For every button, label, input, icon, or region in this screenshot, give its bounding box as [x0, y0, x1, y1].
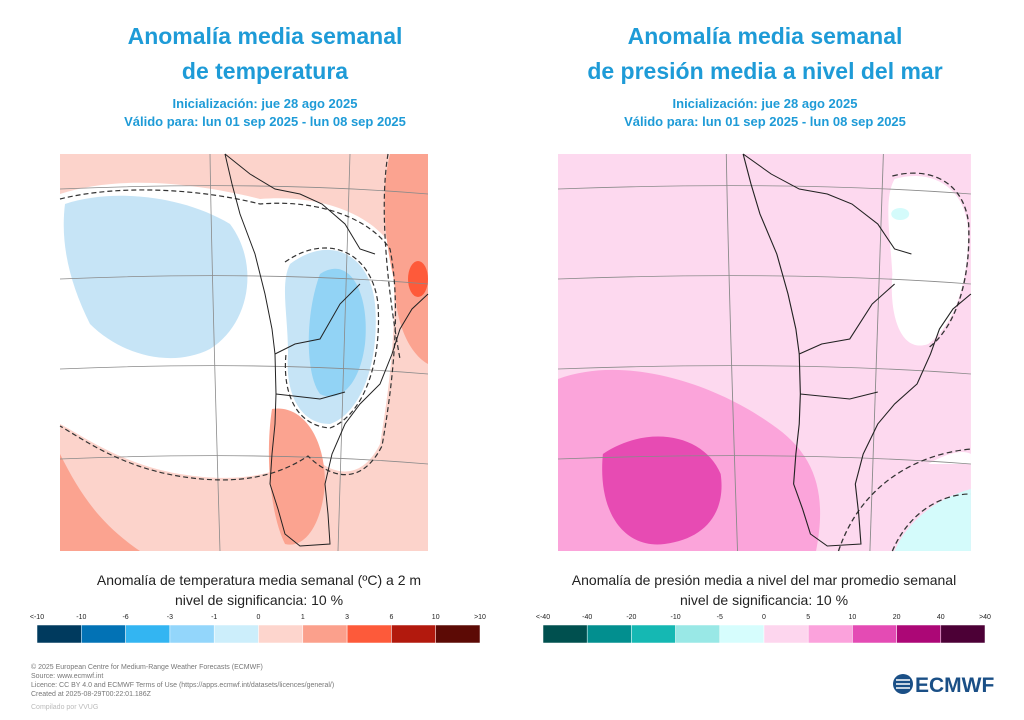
colorbar-swatch [542, 624, 588, 644]
colorbar-swatch [125, 624, 171, 644]
colorbar-swatch [81, 624, 126, 644]
colorbar-swatch [258, 624, 304, 644]
colorbar-label: 10 [849, 614, 857, 621]
valid-period: Válido para: lun 01 sep 2025 - lun 08 se… [124, 114, 406, 129]
colorbar-swatch [36, 624, 82, 644]
colorbar-swatch [346, 624, 392, 644]
colorbar-label: -20 [626, 614, 636, 621]
colorbar-label: -40 [582, 614, 592, 621]
colorbar-label: -5 [717, 614, 723, 621]
initialization: Inicialización: jue 28 ago 2025 [173, 96, 358, 111]
colorbar-label: 5 [806, 614, 810, 621]
colorbar-label: 1 [301, 614, 305, 621]
colorbar-label: <-40 [536, 614, 550, 621]
colorbar-label: >40 [979, 614, 991, 621]
colorbar-swatch [807, 624, 853, 644]
colorbar-swatch [896, 624, 942, 644]
pressure-map [557, 153, 972, 552]
colorbar-swatch [586, 624, 632, 644]
colorbar-swatch [719, 624, 765, 644]
colorbar-swatch [302, 624, 348, 644]
logo-text: ECMWF [915, 674, 994, 697]
footer-line: Licence: CC BY 4.0 and ECMWF Terms of Us… [31, 682, 334, 689]
caption: nivel de significancia: 10 % [175, 592, 343, 608]
panel-title: Anomalía media semanal [128, 23, 403, 49]
colorbar-label: 6 [389, 614, 393, 621]
panel-title: Anomalía media semanal [628, 23, 903, 49]
temperature-map [59, 153, 429, 552]
panel-title: de presión media a nivel del mar [587, 58, 942, 84]
colorbar-swatch [940, 624, 986, 644]
colorbar: <-40 -40 -20 -10 -5 0 5 10 20 40 >40 [536, 614, 991, 644]
colorbar-label: -6 [122, 614, 128, 621]
caption: Anomalía de presión media a nivel del ma… [572, 572, 956, 588]
caption: Anomalía de temperatura media semanal (º… [97, 572, 421, 588]
panel-title: de temperatura [182, 58, 348, 84]
caption: nivel de significancia: 10 % [680, 592, 848, 608]
valid-period: Válido para: lun 01 sep 2025 - lun 08 se… [624, 114, 906, 129]
colorbar-label: <-10 [30, 614, 44, 621]
logo: ECMWF [893, 674, 994, 697]
colorbar-label: -1 [211, 614, 217, 621]
footer-line: Created at 2025-08-29T00:22:01.186Z [31, 691, 152, 698]
colorbar-swatch [169, 624, 215, 644]
colorbar-swatch [435, 624, 481, 644]
footer-line: Source: www.ecmwf.int [31, 673, 103, 680]
initialization: Inicialización: jue 28 ago 2025 [673, 96, 858, 111]
colorbar-swatch [763, 624, 809, 644]
colorbar-label: 10 [432, 614, 440, 621]
colorbar-label: 0 [257, 614, 261, 621]
colorbar-label: 20 [893, 614, 901, 621]
colorbar-swatch [391, 624, 436, 644]
compiled-by: Compilado por VVUG [31, 704, 98, 711]
colorbar-label: 0 [762, 614, 766, 621]
colorbar-label: 3 [345, 614, 349, 621]
colorbar-label: 40 [937, 614, 945, 621]
colorbar-swatch [852, 624, 897, 644]
colorbar-label: -3 [167, 614, 173, 621]
colorbar: <-10 -10 -6 -3 -1 0 1 3 6 10 >10 [30, 614, 486, 644]
colorbar-label: -10 [76, 614, 86, 621]
footer-line: © 2025 European Centre for Medium-Range … [31, 663, 263, 671]
colorbar-swatch [675, 624, 721, 644]
colorbar-label: -10 [671, 614, 681, 621]
colorbar-swatch [213, 624, 259, 644]
colorbar-label: >10 [474, 614, 486, 621]
colorbar-swatch [631, 624, 676, 644]
